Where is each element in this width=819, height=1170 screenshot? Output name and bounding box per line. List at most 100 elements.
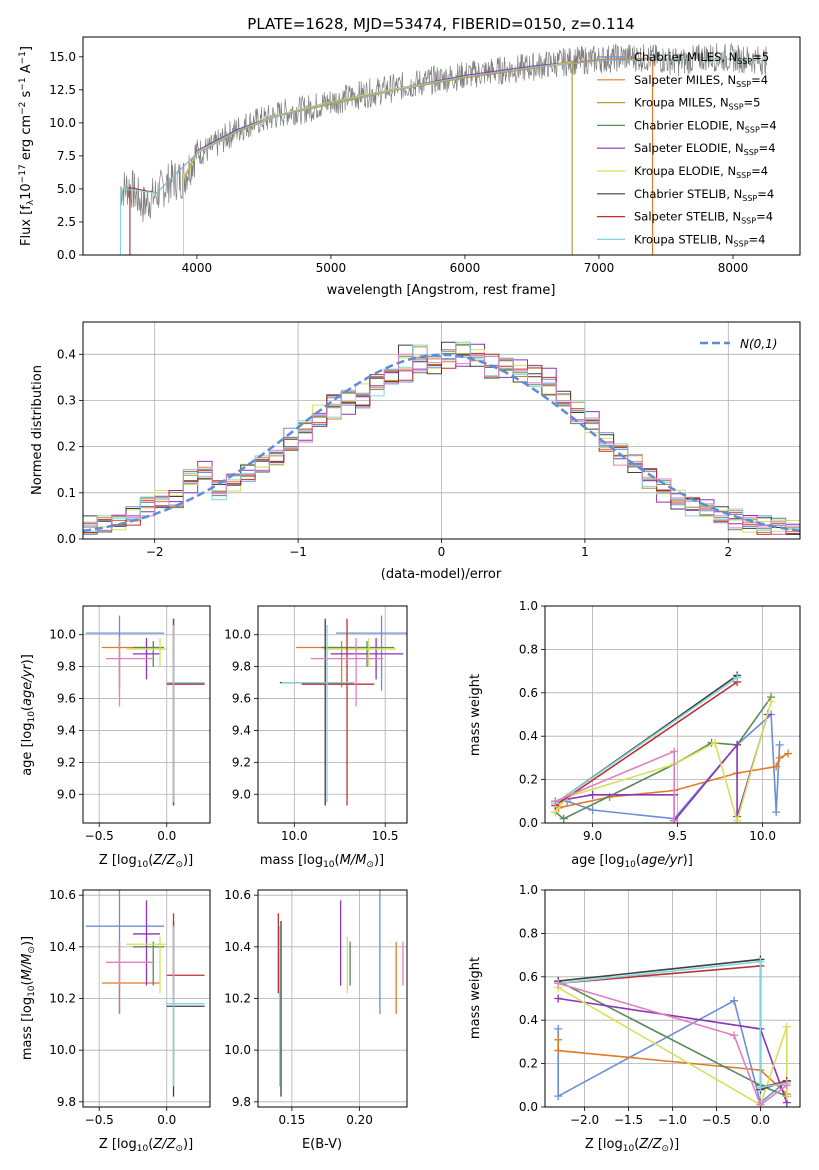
p8-xlabel: Z [log10(Z/Z⊙)] bbox=[585, 1137, 679, 1154]
spectrum-ytick-label: 10.0 bbox=[49, 116, 76, 130]
p3-ytick-label: 9.2 bbox=[57, 755, 76, 769]
residual-histogram-6 bbox=[83, 352, 800, 535]
p3-frame bbox=[82, 605, 211, 824]
p5-marker-7 bbox=[733, 673, 742, 682]
p7-xtick-label: 0.20 bbox=[346, 1113, 373, 1127]
p8-ytick-label: 0.4 bbox=[519, 1013, 538, 1027]
p5-ytick-label: 0.2 bbox=[519, 773, 538, 787]
p8-plot-area bbox=[554, 955, 791, 1107]
p5-marker-8 bbox=[551, 797, 560, 806]
spectrum-xlabel: wavelength [Angstrom, rest frame] bbox=[327, 283, 556, 298]
p4-ytick-label: 10.0 bbox=[224, 628, 251, 642]
p8-marker-8 bbox=[730, 1031, 739, 1040]
p6-ytick-label: 10.4 bbox=[49, 940, 76, 954]
p5-marker-4 bbox=[733, 816, 742, 823]
p5-marker-0 bbox=[588, 805, 597, 814]
model-spectrum-line-8 bbox=[120, 57, 767, 194]
legend-label-4: Salpeter ELODIE, NSSP=4 bbox=[634, 141, 776, 157]
residuals-ytick-label: 0.4 bbox=[57, 347, 76, 361]
p5-ylabel: mass weight bbox=[468, 674, 483, 756]
p4-xlabel: mass [log10(M/M⊙)] bbox=[260, 853, 384, 870]
p8-xtick-label: −0.5 bbox=[702, 1113, 731, 1127]
spectrum-ytick-label: 2.5 bbox=[57, 215, 76, 229]
residuals-ytick-label: 0.2 bbox=[57, 440, 76, 454]
p5-marker-1 bbox=[784, 749, 793, 758]
p3-ytick-label: 9.6 bbox=[57, 692, 76, 706]
p5-marker-8 bbox=[670, 747, 679, 756]
p5-frame bbox=[544, 605, 801, 824]
residuals-frame bbox=[82, 321, 801, 540]
p5-marker-0 bbox=[772, 808, 781, 817]
p3-ytick-label: 9.8 bbox=[57, 660, 76, 674]
p7-plot-area bbox=[277, 890, 404, 1097]
p6-frame bbox=[82, 889, 211, 1108]
p8-ytick-label: 0.6 bbox=[519, 970, 538, 984]
p8-ytick-label: 0.0 bbox=[519, 1100, 538, 1114]
p3-plot-area bbox=[85, 615, 205, 806]
residuals-ytick-label: 0.0 bbox=[57, 532, 76, 546]
p4-plot-area bbox=[279, 615, 407, 806]
p6-plot-area bbox=[85, 890, 205, 1097]
spectrum-xtick-label: 4000 bbox=[182, 261, 213, 275]
legend-label-6: Chabrier STELIB, NSSP=4 bbox=[634, 187, 774, 203]
p5-line-7 bbox=[554, 676, 738, 805]
p4-xtick-label: 10.5 bbox=[372, 829, 399, 843]
legend-label-7: Salpeter STELIB, NSSP=4 bbox=[634, 210, 773, 226]
p8-xtick-label: −1.5 bbox=[614, 1113, 643, 1127]
spectrum-xtick-label: 6000 bbox=[450, 261, 481, 275]
p5-marker-1 bbox=[772, 762, 781, 771]
normal-curve bbox=[83, 353, 800, 533]
p3-ytick-label: 9.4 bbox=[57, 723, 76, 737]
p8-marker-0 bbox=[554, 1092, 563, 1101]
p8-marker-0 bbox=[554, 1024, 563, 1033]
spectrum-ytick-label: 7.5 bbox=[57, 149, 76, 163]
p5-marker-8 bbox=[670, 816, 679, 823]
residuals-xtick-label: −1 bbox=[289, 545, 307, 559]
p5-marker-4 bbox=[711, 738, 719, 747]
p3-ytick-label: 9.0 bbox=[57, 787, 76, 801]
residuals-ytick-label: 0.1 bbox=[57, 486, 76, 500]
p5-marker-4 bbox=[767, 697, 776, 706]
p3-xlabel: Z [log10(Z/Z⊙)] bbox=[99, 853, 193, 870]
p7-xlabel: E(B-V) bbox=[302, 1137, 342, 1152]
p6-ytick-label: 10.2 bbox=[49, 992, 76, 1006]
legend-label-3: Chabrier ELODIE, NSSP=4 bbox=[634, 118, 777, 134]
p4-xtick-label: 10.0 bbox=[281, 829, 308, 843]
p3-xtick-label: 0.0 bbox=[157, 829, 176, 843]
residuals-xlabel: (data-model)/error bbox=[381, 567, 502, 582]
legend-label-1: Salpeter MILES, NSSP=4 bbox=[634, 73, 768, 89]
p5-marker-3 bbox=[733, 740, 742, 749]
p8-ylabel: mass weight bbox=[468, 957, 483, 1039]
p7-ytick-label: 10.6 bbox=[224, 888, 251, 902]
p8-marker-4 bbox=[782, 1022, 791, 1031]
p5-marker-1 bbox=[775, 753, 784, 762]
p8-line-8 bbox=[557, 982, 788, 1107]
legend-label-0: Chabrier MILES, NSSP=5 bbox=[634, 50, 769, 66]
p4-ytick-label: 9.4 bbox=[232, 723, 251, 737]
p7-ytick-label: 10.0 bbox=[224, 1043, 251, 1057]
p3-ytick-label: 10.0 bbox=[49, 628, 76, 642]
p8-marker-7 bbox=[756, 1083, 765, 1092]
p5-xtick-label: 9.0 bbox=[583, 829, 602, 843]
p8-marker-0 bbox=[730, 996, 739, 1005]
p8-ytick-label: 0.8 bbox=[519, 926, 538, 940]
p7-xtick-label: 0.15 bbox=[279, 1113, 306, 1127]
p8-line-4 bbox=[557, 986, 788, 1106]
spectrum-axes: 4000 5000 6000 7000 8000 0.0 2.5 5.0 7.5 10.0 12.5… bbox=[49, 50, 748, 275]
p5-xtick-label: 9.5 bbox=[668, 829, 687, 843]
p8-line-7 bbox=[558, 960, 787, 1089]
p5-ytick-label: 1.0 bbox=[519, 599, 538, 613]
spectrum-xtick-label: 8000 bbox=[718, 261, 749, 275]
spectrum-ytick-label: 15.0 bbox=[49, 50, 76, 64]
residuals-ytick-label: 0.3 bbox=[57, 393, 76, 407]
p5-marker-2 bbox=[559, 814, 568, 823]
p7-frame bbox=[257, 889, 408, 1108]
p5-ytick-label: 0.6 bbox=[519, 686, 538, 700]
p4-axes: 10.0 10.5 9.0 9.2 9.4 9.6 9.8 10.0 bbox=[224, 606, 407, 843]
p8-marker-8 bbox=[782, 1081, 791, 1090]
p5-ytick-label: 0.8 bbox=[519, 642, 538, 656]
p4-ytick-label: 9.2 bbox=[232, 755, 251, 769]
p5-ytick-label: 0.4 bbox=[519, 729, 538, 743]
p5-marker-0 bbox=[775, 740, 784, 749]
